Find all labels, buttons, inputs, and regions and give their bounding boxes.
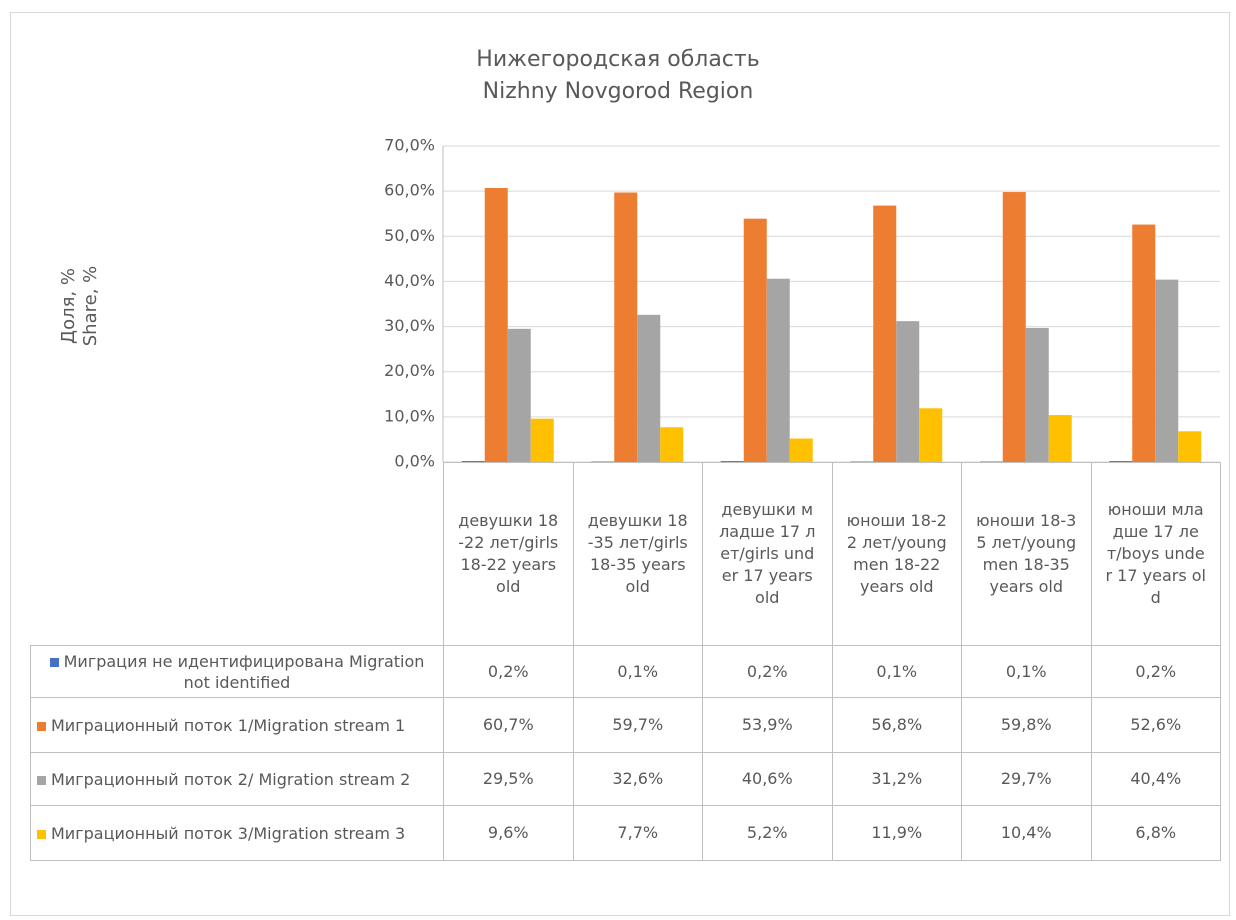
bar [766,278,790,462]
bar [1155,279,1179,462]
bar [743,218,767,462]
legend-entry: Миграционный поток 3/Migration stream 3 [30,805,444,861]
y-tick-label: 70,0% [384,136,435,155]
legend-text-wrap: Миграционный поток 3/Migration stream 3 [37,823,405,844]
bar [614,192,638,463]
data-label: 11,9% [831,805,962,861]
data-label: 0,2% [443,645,574,698]
y-tick-label: 0,0% [394,452,435,471]
category-label: юноши 18-22 лет/young men 18-22 years ol… [831,462,962,646]
data-label: 10,4% [961,805,1092,861]
y-tick-label: 10,0% [384,406,435,425]
bar [720,461,744,462]
data-label: 56,8% [831,697,962,753]
data-label: 60,7% [443,697,574,753]
legend-entry: Миграционный поток 1/Migration stream 1 [30,697,444,753]
data-label: 59,8% [961,697,1092,753]
chart-frame [10,12,1230,916]
bar [1048,415,1072,462]
y-axis-label: Доля, % Share, % [58,206,102,406]
y-label-line: Доля, % [58,268,79,344]
category-label: девушки 18-22 лет/girls 18-22 years old [443,462,574,646]
legend-key [37,721,46,731]
chart-title: Нижегородская область Nizhny Novgorod Re… [0,44,1236,108]
bar [896,321,920,462]
bar [461,461,485,462]
bar [1109,461,1133,462]
legend-label: Миграционный поток 1/Migration stream 1 [51,715,406,735]
legend-label: Миграционный поток 3/Migration stream 3 [51,823,406,843]
legend-text-wrap: Миграционный поток 1/Migration stream 1 [37,715,405,736]
data-label: 52,6% [1090,697,1221,753]
data-label: 0,1% [831,645,962,698]
legend-label: Миграция не идентифицирована Migration n… [63,651,425,692]
legend-key [49,657,59,667]
data-label: 40,6% [702,752,833,806]
data-label: 0,2% [702,645,833,698]
y-tick-label: 40,0% [384,271,435,290]
bar [660,427,684,462]
title-line: Нижегородская область [476,47,760,72]
y-tick-label: 60,0% [384,181,435,200]
y-tick-label: 20,0% [384,361,435,380]
data-label: 5,2% [702,805,833,861]
bar [919,408,943,462]
y-tick-label: 30,0% [384,316,435,335]
legend-key [37,775,46,785]
legend-text-wrap: Миграционный поток 2/ Migration stream 2 [37,769,410,790]
legend-entry: Миграционный поток 2/ Migration stream 2 [30,752,444,806]
data-label: 40,4% [1090,752,1221,806]
data-label: 53,9% [702,697,833,753]
data-label: 6,8% [1090,805,1221,861]
data-label: 29,5% [443,752,574,806]
data-label: 0,2% [1090,645,1221,698]
legend-text-wrap: Миграция не идентифицирована Migration n… [37,651,437,693]
legend-entry: Миграция не идентифицирована Migration n… [30,645,444,698]
bar [1132,224,1156,462]
data-label: 32,6% [572,752,703,806]
bar [1178,431,1202,462]
title-line: Nizhny Novgorod Region [482,79,754,104]
category-label: девушки 18-35 лет/girls 18-35 years old [572,462,703,646]
category-label: девушки младше 17 лет/girls under 17 yea… [702,462,833,646]
legend-key [37,829,46,839]
y-tick-label: 50,0% [384,226,435,245]
category-label: юноши младше 17 лет/boys under 17 years … [1090,462,1221,646]
bar [1025,327,1049,462]
y-label-line: Share, % [80,265,101,347]
bar [1002,192,1026,462]
data-label: 0,1% [572,645,703,698]
data-label: 7,7% [572,805,703,861]
bar [484,187,508,463]
bar [789,438,813,462]
legend-label: Миграционный поток 2/ Migration stream 2 [51,769,411,789]
bar [530,418,554,462]
bar [507,328,531,462]
data-label: 0,1% [961,645,1092,698]
data-label: 59,7% [572,697,703,753]
data-label: 31,2% [831,752,962,806]
bar [637,314,661,462]
data-label: 29,7% [961,752,1092,806]
bar [873,205,897,463]
category-label: юноши 18-35 лет/young men 18-35 years ol… [961,462,1092,646]
data-label: 9,6% [443,805,574,861]
